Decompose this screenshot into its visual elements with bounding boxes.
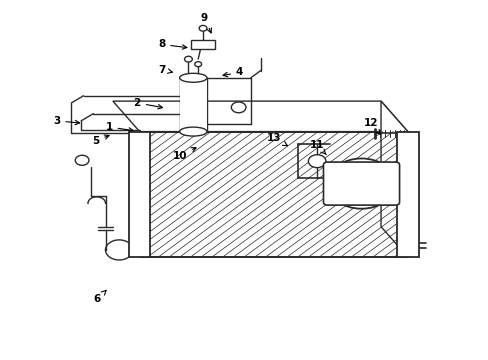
Text: 4: 4	[223, 67, 243, 77]
Circle shape	[199, 26, 206, 31]
Polygon shape	[396, 132, 418, 257]
Circle shape	[194, 62, 201, 67]
Text: 7: 7	[158, 64, 172, 75]
Polygon shape	[140, 132, 407, 257]
Bar	[179, 78, 206, 132]
Text: 8: 8	[158, 40, 186, 49]
Text: 13: 13	[266, 133, 287, 146]
Text: 2: 2	[133, 98, 162, 109]
Text: 1: 1	[105, 122, 133, 132]
Circle shape	[340, 168, 381, 199]
Text: 9: 9	[201, 13, 211, 33]
Ellipse shape	[179, 73, 206, 82]
Text: 11: 11	[309, 140, 325, 154]
Text: 5: 5	[92, 135, 109, 145]
Circle shape	[352, 177, 369, 190]
Circle shape	[231, 102, 245, 113]
Circle shape	[75, 155, 89, 165]
Text: 10: 10	[173, 148, 196, 161]
Polygon shape	[113, 101, 407, 132]
FancyBboxPatch shape	[323, 162, 399, 205]
Polygon shape	[140, 132, 407, 257]
Bar	[190, 40, 215, 49]
Text: 3: 3	[53, 116, 80, 126]
Ellipse shape	[179, 127, 206, 136]
Text: 12: 12	[363, 118, 380, 134]
Polygon shape	[380, 101, 407, 257]
Text: 6: 6	[93, 291, 106, 304]
Circle shape	[308, 155, 325, 168]
Circle shape	[327, 158, 395, 209]
Circle shape	[184, 56, 192, 62]
Polygon shape	[129, 132, 150, 257]
